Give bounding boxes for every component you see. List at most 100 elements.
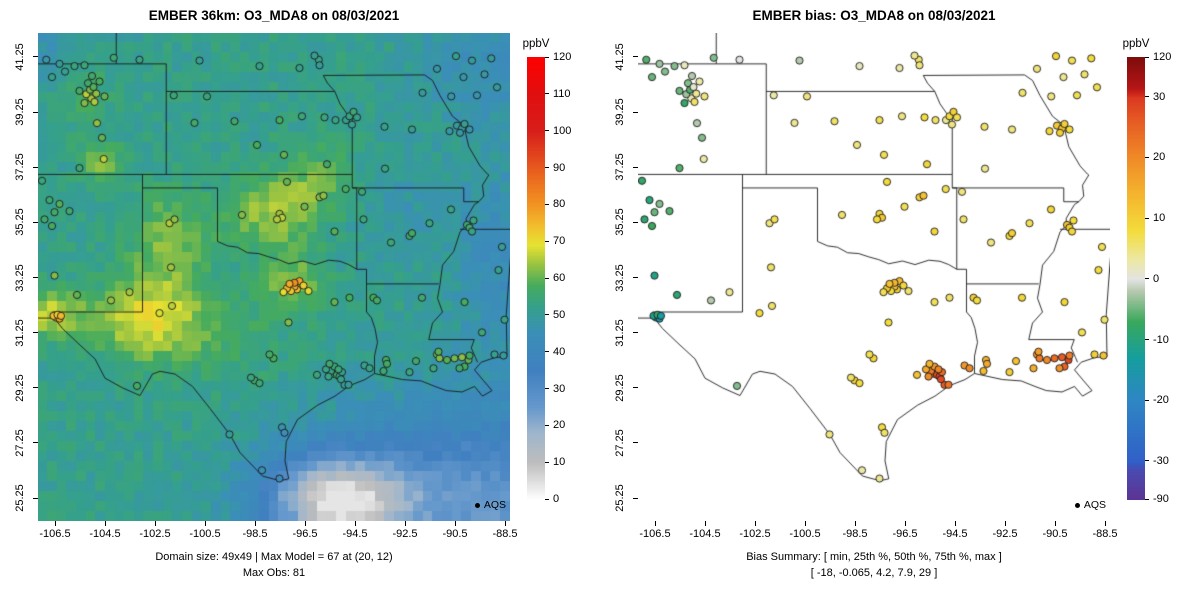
x-tick-label: -102.5 [739, 528, 771, 540]
x-tick [854, 521, 856, 526]
y-tick [633, 332, 638, 334]
y-tick-label: 29.25 [614, 374, 626, 402]
colorbar-tick [1145, 156, 1149, 158]
x-tick [804, 521, 806, 526]
x-tick [1004, 521, 1006, 526]
x-tick [304, 521, 306, 526]
x-tick [754, 521, 756, 526]
colorbar-tick [1145, 96, 1149, 98]
aqs-legend: AQS [442, 499, 506, 511]
panel-bias: EMBER bias: O3_MDA8 on 08/03/2021 ppbV A… [600, 0, 1200, 600]
y-tick-label: 35.25 [14, 208, 26, 237]
y-tick [33, 332, 38, 334]
colorbar-tick-label: -10 [1153, 333, 1169, 346]
y-tick-label: 31.25 [14, 318, 26, 347]
colorbar-tick [545, 277, 549, 279]
x-tick [104, 521, 106, 526]
colorbar-tick [545, 167, 549, 168]
colorbar-tick [545, 314, 549, 316]
colorbar-tick-label: 50 [553, 308, 566, 321]
colorbar-tick [545, 240, 549, 242]
y-tick-label: 31.25 [614, 318, 626, 347]
x-tick-label: -90.5 [442, 528, 468, 540]
colorbar-tick-label: 120 [553, 51, 572, 63]
x-tick [54, 521, 56, 526]
aqs-dot-icon [474, 502, 480, 508]
bias-map-canvas [638, 33, 1110, 521]
x-tick-label: -98.5 [842, 528, 868, 540]
colorbar-title: ppbV [1122, 38, 1150, 50]
aqs-label: AQS [1083, 499, 1106, 511]
x-tick [404, 521, 406, 526]
x-tick-label: -92.5 [392, 528, 418, 540]
colorbar-tick-label: -90 [1153, 493, 1169, 505]
y-tick-label: 25.25 [614, 484, 626, 512]
x-tick [904, 521, 906, 526]
colorbar-tick [1145, 56, 1149, 58]
colorbar-tick [545, 56, 549, 58]
x-tick [154, 521, 156, 526]
aqs-dot-icon [1074, 502, 1080, 508]
colorbar-tick [1145, 217, 1149, 219]
colorbar-tick [545, 498, 549, 500]
x-tick [204, 521, 206, 526]
colorbar-tick [1145, 399, 1149, 401]
y-tick [33, 497, 38, 499]
colorbar-tick-label: 10 [1153, 212, 1166, 225]
colorbar-tick-label: 40 [553, 345, 566, 358]
x-tick [954, 521, 956, 526]
x-tick-label: -96.5 [892, 528, 918, 540]
y-tick-label: 35.25 [614, 208, 626, 237]
x-tick-label: -106.5 [639, 528, 671, 540]
colorbar-tick [545, 93, 549, 95]
x-tick-label: -90.5 [1042, 528, 1068, 540]
colorbar-tick [1145, 460, 1149, 462]
x-tick-label: -92.5 [992, 528, 1018, 540]
colorbar-canvas [527, 57, 545, 500]
colorbar-tick-label: 100 [553, 124, 572, 137]
y-tick-label: 27.25 [614, 429, 626, 457]
y-tick [33, 387, 38, 389]
y-tick [33, 166, 38, 168]
y-tick [33, 56, 38, 58]
panel-title: EMBER 36km: O3_MDA8 on 08/03/2021 [148, 8, 400, 23]
colorbar-tick-label: -20 [1153, 394, 1169, 407]
colorbar-title: ppbV [522, 38, 550, 50]
aqs-legend: AQS [1042, 499, 1106, 511]
y-tick-label: 33.25 [14, 263, 26, 292]
y-tick-label: 27.25 [14, 429, 26, 457]
y-tick [633, 111, 638, 113]
colorbar-tick [1145, 498, 1149, 500]
x-tick [254, 521, 256, 526]
y-tick [33, 277, 38, 279]
colorbar-canvas [1127, 57, 1145, 500]
panel-model: EMBER 36km: O3_MDA8 on 08/03/2021 ppbV A… [14, 8, 572, 579]
y-tick [633, 277, 638, 279]
y-tick [633, 221, 638, 223]
x-tick [1054, 521, 1056, 526]
y-tick-label: 37.25 [614, 153, 626, 182]
x-tick [1104, 521, 1106, 526]
x-tick-label: -88.5 [492, 528, 518, 540]
colorbar-tick-label: 20 [553, 419, 566, 432]
y-tick-label: 41.25 [14, 43, 26, 71]
x-tick-label: -88.5 [1092, 528, 1118, 540]
y-tick [633, 56, 638, 58]
colorbar-tick-label: -30 [1153, 454, 1169, 467]
x-tick-label: -94.5 [342, 528, 368, 540]
y-tick [633, 387, 638, 389]
x-tick-label: -104.5 [689, 528, 721, 540]
colorbar-tick [545, 203, 549, 205]
x-tick-label: -104.5 [89, 528, 121, 540]
x-tick-label: -98.5 [242, 528, 268, 540]
colorbar-tick-label: 0 [553, 493, 560, 505]
colorbar-tick-label: 60 [553, 272, 566, 284]
model-map-canvas [38, 33, 510, 521]
y-tick [633, 166, 638, 168]
colorbar-tick [545, 130, 549, 132]
y-tick-label: 37.25 [14, 153, 26, 182]
aqs-label: AQS [483, 499, 506, 511]
x-tick [504, 521, 506, 526]
y-tick [33, 221, 38, 223]
